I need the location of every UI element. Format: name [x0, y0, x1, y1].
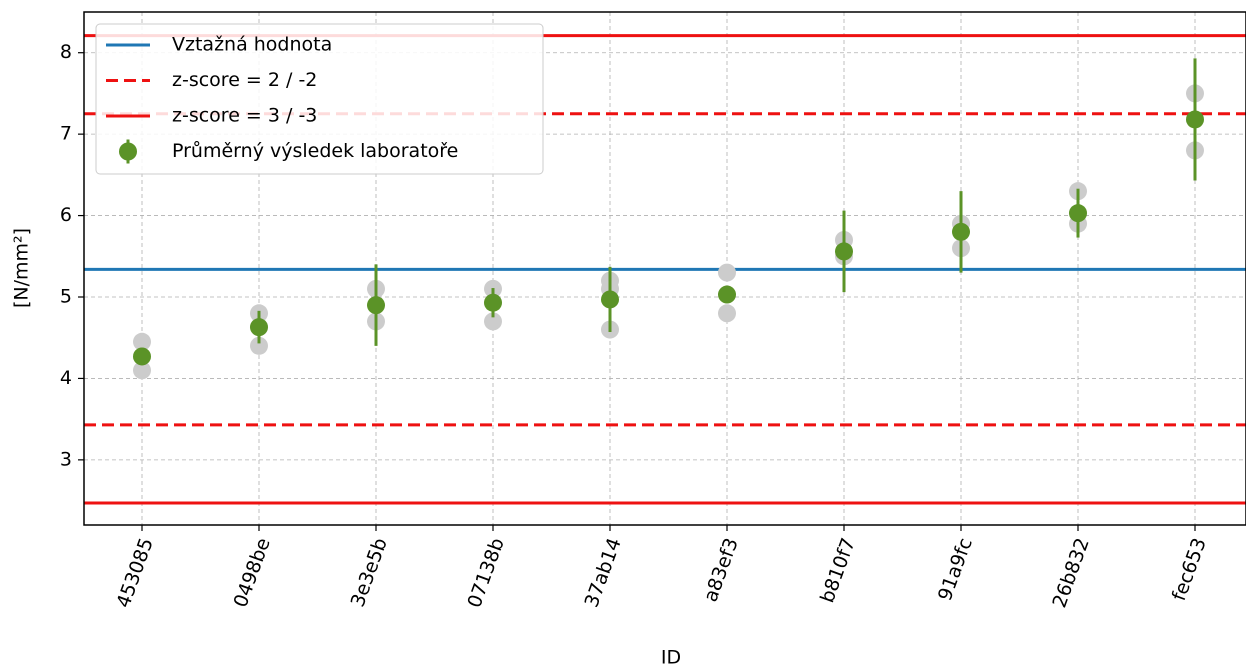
x-tick-label: 07138b: [463, 535, 508, 611]
x-tick-label: 91a9fc: [934, 535, 977, 604]
legend-box: [95, 23, 544, 175]
legend-label: Průměrný výsledek laboratoře: [172, 140, 458, 162]
mean-point: [484, 293, 502, 312]
y-tick-label: 8: [60, 41, 72, 63]
mean-point: [1069, 204, 1087, 223]
x-axis-label: ID: [661, 647, 681, 669]
individual-point: [133, 332, 151, 351]
x-tick-label: a83ef3: [700, 535, 743, 605]
mean-point: [250, 318, 268, 337]
mean-point: [835, 242, 853, 261]
y-tick-label: 7: [60, 123, 72, 145]
x-tick-label: fec653: [1168, 535, 1211, 604]
individual-point: [718, 304, 736, 323]
x-tick-label: 37ab14: [581, 535, 626, 610]
y-tick-label: 6: [60, 204, 72, 226]
mean-point: [1186, 110, 1204, 129]
individual-point: [133, 361, 151, 380]
legend-label: z-score = 2 / -2: [172, 69, 317, 91]
mean-point: [718, 285, 736, 304]
individual-point: [250, 336, 268, 355]
legend-swatch: [119, 142, 137, 161]
y-tick-label: 5: [60, 286, 72, 308]
y-axis-label: [N/mm²]: [11, 228, 33, 308]
mean-point: [133, 347, 151, 366]
plot-frame: [83, 11, 1246, 526]
x-tick-label: 0498be: [230, 535, 275, 610]
mean-point: [601, 290, 619, 309]
individual-point: [718, 263, 736, 282]
y-tick-label: 4: [60, 367, 72, 389]
individual-point: [484, 312, 502, 331]
legend-label: Vztažná hodnota: [172, 34, 332, 56]
legend-label: z-score = 3 / -3: [172, 105, 317, 127]
x-tick-label: 26b832: [1048, 535, 1093, 611]
x-tick-label: b810f7: [816, 535, 860, 606]
legend: Vztažná hodnota z-score = 2 / -2 z-score =…: [95, 23, 544, 175]
mean-point: [952, 222, 970, 241]
x-tick-label: 453085: [112, 535, 157, 611]
y-tick-label: 3: [60, 448, 72, 470]
x-tick-label: 3e3e5b: [347, 535, 392, 610]
mean-point: [367, 296, 385, 315]
